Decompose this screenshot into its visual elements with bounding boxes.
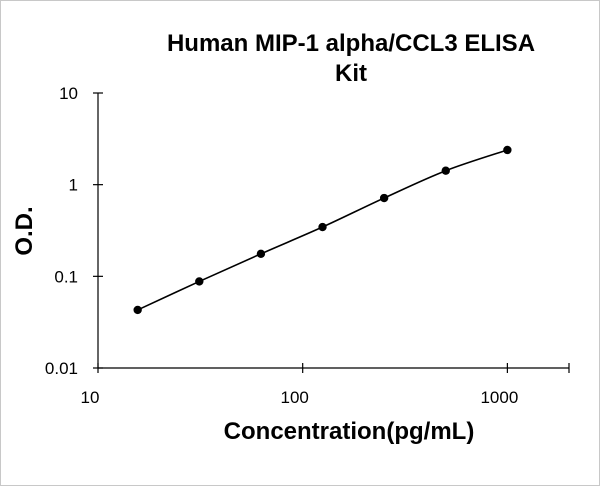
x-tick-label: 100: [281, 388, 309, 407]
data-point: [318, 222, 327, 232]
y-tick-label: 1: [69, 176, 78, 195]
data-point: [441, 166, 450, 175]
ticks: [93, 92, 570, 373]
y-tick-label: 0.01: [45, 359, 78, 378]
data-point: [379, 193, 389, 203]
axes: [97, 93, 569, 369]
data-point: [195, 277, 204, 286]
x-axis-title: Concentration(pg/mL): [224, 418, 475, 445]
data-point: [503, 145, 512, 155]
y-tick-label: 10: [59, 84, 78, 103]
chart-title-line-1: Human MIP-1 alpha/CCL3 ELISA: [166, 30, 536, 57]
chart-title-line-2: Kit: [335, 60, 367, 87]
y-axis-title: O.D.: [11, 206, 38, 255]
x-tick-label: 10: [81, 388, 100, 407]
x-tick-label: 1000: [480, 388, 518, 407]
chart-title: Human MIP-1 alpha/CCL3 ELISA Kit: [101, 29, 600, 89]
y-tick-label: 0.1: [54, 267, 78, 286]
data-point: [256, 249, 266, 259]
data-point: [133, 305, 142, 315]
tick-labels: 0.01 0.1 1 10 10 100 1000: [45, 84, 518, 407]
series-group: [133, 145, 512, 315]
